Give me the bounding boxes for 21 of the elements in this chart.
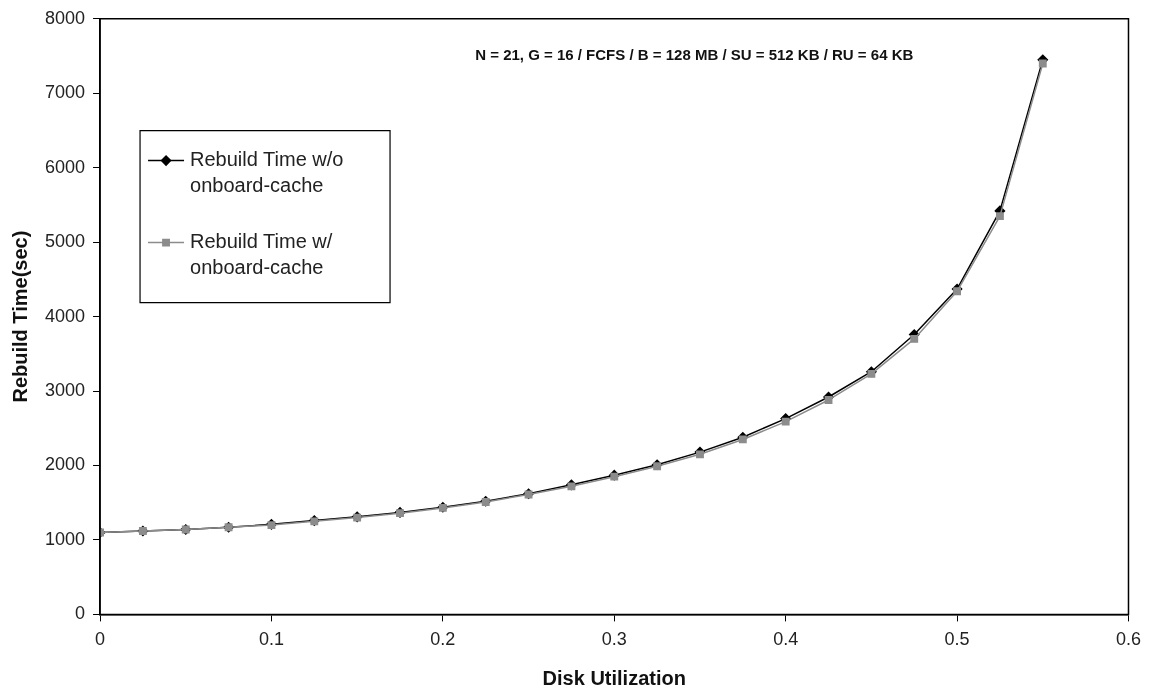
y-tick-label: 4000 <box>45 305 86 326</box>
y-tick-label: 6000 <box>45 156 86 177</box>
y-tick-label: 1000 <box>45 528 86 549</box>
y-tick-label: 5000 <box>45 231 86 252</box>
x-tick-label: 0.1 <box>258 629 284 650</box>
y-tick-label: 3000 <box>45 380 86 401</box>
x-axis-title: Disk Utilization <box>542 666 686 689</box>
x-tick-label: 0.6 <box>1115 629 1141 650</box>
x-tick-label: 0.5 <box>944 629 970 650</box>
x-tick-label: 0.3 <box>601 629 627 650</box>
x-tick-label: 0.2 <box>430 629 456 650</box>
annotation: N = 21, G = 16 / FCFS / B = 128 MB / SU = 512 KB / RU = 64 KB <box>475 45 914 63</box>
y-tick-label: 8000 <box>45 7 86 28</box>
y-tick-label: 0 <box>75 603 86 624</box>
y-tick-label: 2000 <box>45 454 86 475</box>
legend-label: Rebuild Time w/ onboard-cache <box>190 230 333 279</box>
x-tick-label: 0.4 <box>773 629 799 650</box>
y-axis-title: Rebuild Time(sec) <box>8 230 31 403</box>
legend-label: Rebuild Time w/o onboard-cache <box>190 148 344 197</box>
y-tick-label: 7000 <box>45 82 86 103</box>
x-tick-label: 0 <box>95 629 106 650</box>
